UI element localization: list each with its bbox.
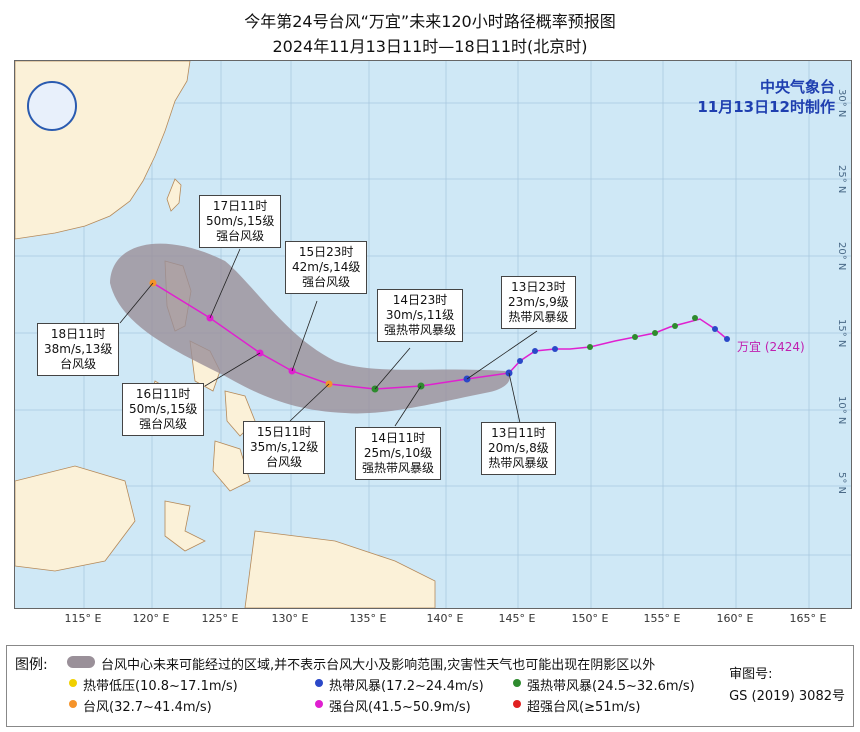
agency-block: 中央气象台 11月13日12时制作 [697,77,835,117]
legend-sty: 强台风(41.5~50.9m/s) [329,700,471,715]
map-title: 今年第24号台风“万宜”未来120小时路径概率预报图 [244,12,616,31]
past-track [508,318,728,374]
lat-label-15: 15° N [836,319,847,348]
lon-label: 125° E [201,612,239,625]
lon-label: 120° E [132,612,170,625]
legend-area-text: 台风中心未来可能经过的区域,并不表示台风大小及影响范围,灾害性天气也可能出现在阴… [101,658,656,673]
longitude-axis: 115° E 120° E 125° E 130° E 135° E 140° … [14,608,852,634]
lon-label: 130° E [271,612,309,625]
legend-dot-sty [315,700,323,708]
legend-dot-td [69,679,77,687]
label-13-11: 13日11时 20m/s,8级 热带风暴级 [481,422,556,475]
review-block: 审图号: GS (2019) 3082号 [729,664,845,708]
label-13-23: 13日23时 23m/s,9级 热带风暴级 [501,276,576,329]
legend-ts: 热带风暴(17.2~24.4m/s) [329,679,484,694]
issue-time: 11月13日12时制作 [697,98,835,116]
legend-panel: 图例: 台风中心未来可能经过的区域,并不表示台风大小及影响范围,灾害性天气也可能… [6,645,854,727]
legend-td: 热带低压(10.8~17.1m/s) [83,679,238,694]
lat-label-20: 20° N [836,242,847,271]
agency-name: 中央气象台 [759,78,835,96]
cone-swatch [67,656,95,668]
legend-super: 超强台风(≥51m/s) [527,700,641,715]
review-number: GS (2019) 3082号 [729,689,845,704]
lat-label-10: 10° N [836,396,847,425]
sulawesi-landmass [164,500,206,552]
storm-name-label: 万宜 (2424) [737,340,805,354]
taiwan-island [166,178,182,212]
legend-title: 图例: [15,657,48,673]
lon-label: 160° E [716,612,754,625]
label-14-23: 14日23时 30m/s,11级 强热带风暴级 [377,289,464,342]
lat-label-30: 30° N [836,89,847,118]
legend-dot-ty [69,700,77,708]
lon-label: 165° E [789,612,827,625]
legend-dot-super [513,700,521,708]
cma-logo [27,81,77,131]
legend-dot-ts [315,679,323,687]
label-18-11: 18日11时 38m/s,13级 台风级 [37,323,120,376]
map-area: 中央气象台 11月13日12时制作 万宜 (2424) 17日11时 50m/s,… [14,60,852,609]
probability-cone [110,243,510,414]
label-16-11: 16日11时 50m/s,15级 强台风级 [122,383,205,436]
map-canvas [15,61,851,608]
lon-label: 155° E [643,612,681,625]
legend-ty: 台风(32.7~41.4m/s) [83,700,212,715]
lon-label: 150° E [571,612,609,625]
label-17-11: 17日11时 50m/s,15级 强台风级 [199,195,282,248]
label-15-23: 15日23时 42m/s,14级 强台风级 [285,241,368,294]
label-15-11: 15日11时 35m/s,12级 台风级 [243,421,326,474]
review-label: 审图号: [729,667,773,682]
lat-label-25: 25° N [836,165,847,194]
map-subtitle: 2024年11月13日11时—18日11时(北京时) [272,37,588,56]
borneo-landmass [15,465,136,572]
legend-sts: 强热带风暴(24.5~32.6m/s) [527,679,695,694]
legend-dot-sts [513,679,521,687]
leader-lines [119,248,538,427]
lon-label: 140° E [426,612,464,625]
lon-label: 135° E [349,612,387,625]
lat-label-5: 5° N [836,472,847,495]
label-14-11: 14日11时 25m/s,10级 强热带风暴级 [355,427,442,480]
lon-label: 115° E [64,612,102,625]
new-guinea-landmass [244,530,436,608]
lon-label: 145° E [498,612,536,625]
